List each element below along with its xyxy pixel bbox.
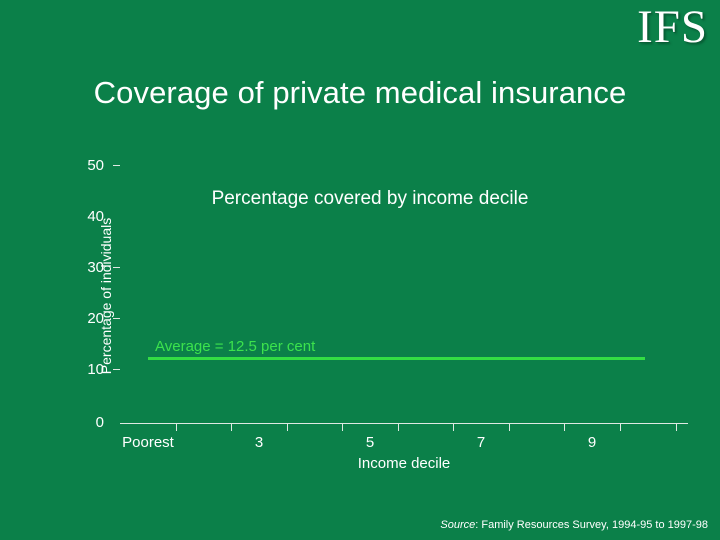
x-tick-mark-9 bbox=[620, 424, 621, 431]
y-axis-title-wrap: Percentage of individuals bbox=[62, 170, 114, 420]
y-tick-dash-50 bbox=[113, 165, 120, 166]
x-tick-mark-4 bbox=[342, 424, 343, 431]
y-tick-label-0: 0 bbox=[95, 414, 104, 431]
x-tick-label-9: 9 bbox=[587, 434, 597, 451]
x-tick-mark-5 bbox=[398, 424, 399, 431]
x-tick-mark-3 bbox=[287, 424, 288, 431]
y-tick-10: 10 bbox=[58, 362, 120, 378]
y-tick-dash-30 bbox=[113, 267, 120, 268]
x-tick-label-3: 3 bbox=[254, 434, 264, 451]
x-tick-label-poorest: Poorest bbox=[122, 434, 174, 451]
y-tick-label-40: 40 bbox=[87, 208, 104, 225]
plot-area bbox=[120, 160, 688, 423]
y-tick-label-30: 30 bbox=[87, 259, 104, 276]
x-tick-mark-8 bbox=[564, 424, 565, 431]
y-tick-label-20: 20 bbox=[87, 310, 104, 327]
source-prefix: Source bbox=[440, 519, 476, 531]
y-tick-0: 0 bbox=[58, 415, 120, 431]
y-axis-ticks: 50 40 30 20 10 0 bbox=[58, 150, 120, 433]
y-tick-label-10: 10 bbox=[87, 361, 104, 378]
x-tick-mark-2 bbox=[231, 424, 232, 431]
x-tick-mark-10 bbox=[676, 424, 677, 431]
x-tick-mark-6 bbox=[453, 424, 454, 431]
x-tick-mark-7 bbox=[509, 424, 510, 431]
source-separator: : bbox=[475, 519, 482, 531]
y-tick-label-50: 50 bbox=[87, 157, 104, 174]
page-title: Coverage of private medical insurance bbox=[93, 75, 627, 110]
average-annotation-label: Average = 12.5 per cent bbox=[155, 338, 316, 355]
average-reference-line bbox=[148, 357, 645, 360]
y-tick-40: 40 bbox=[58, 209, 120, 225]
x-tick-label-7: 7 bbox=[476, 434, 486, 451]
y-tick-20: 20 bbox=[58, 311, 120, 327]
y-tick-dash-20 bbox=[113, 318, 120, 319]
source-text: Family Resources Survey, 1994-95 to 1997… bbox=[481, 519, 708, 531]
ifs-logo: IFS bbox=[637, 1, 708, 53]
y-tick-dash-10 bbox=[113, 369, 120, 370]
chart-title: Percentage covered by income decile bbox=[211, 188, 529, 209]
x-tick-mark-1 bbox=[176, 424, 177, 431]
y-tick-30: 30 bbox=[58, 260, 120, 276]
x-axis-line bbox=[120, 423, 688, 424]
x-axis-title: Income decile bbox=[357, 455, 451, 472]
x-tick-label-5: 5 bbox=[365, 434, 375, 451]
y-tick-50: 50 bbox=[58, 158, 120, 174]
y-axis-title: Percentage of individuals bbox=[98, 217, 114, 375]
chart: Percentage covered by income decile 50 4… bbox=[0, 150, 720, 490]
source-note: Source: Family Resources Survey, 1994-95… bbox=[440, 518, 708, 532]
